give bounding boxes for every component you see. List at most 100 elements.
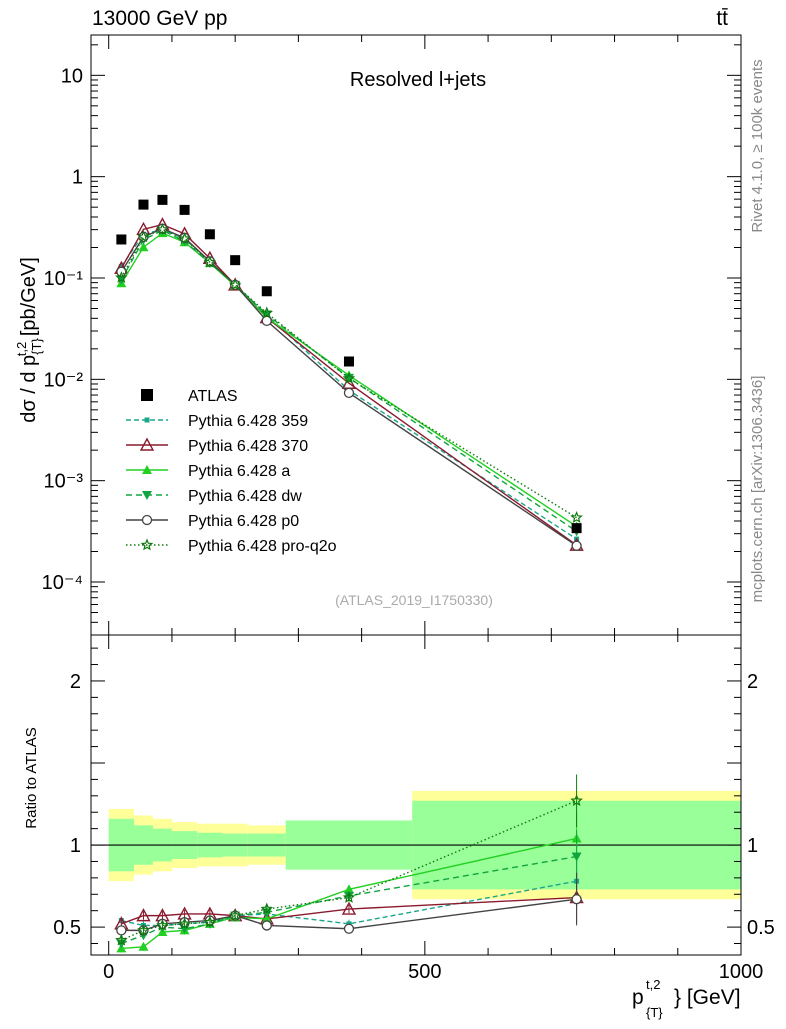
marker-square bbox=[138, 199, 149, 210]
marker-star bbox=[342, 371, 356, 384]
legend-entry: Pythia 6.428 370 bbox=[126, 437, 308, 455]
legend-label: Pythia 6.428 pro-q2o bbox=[188, 538, 337, 555]
x-tick-label: 500 bbox=[408, 961, 441, 983]
marker-star bbox=[228, 909, 242, 921]
energy-label: 13000 GeV pp bbox=[92, 7, 227, 30]
marker-star bbox=[115, 933, 128, 946]
marker-square bbox=[116, 234, 127, 245]
ratio-y-axis-label: Ratio to ATLAS bbox=[23, 727, 40, 828]
legend-entry: ATLAS bbox=[141, 388, 238, 405]
marker-star bbox=[178, 917, 191, 930]
marker-star bbox=[156, 222, 169, 235]
marker-circle bbox=[116, 925, 127, 936]
marker-triangle bbox=[341, 901, 357, 915]
main-y-tick-label: 10⁻⁴ bbox=[42, 572, 83, 594]
marker-triangle bbox=[136, 908, 151, 922]
marker-star bbox=[570, 511, 583, 523]
ratio-panel-frame bbox=[90, 634, 742, 956]
series-pythia-6-428-pro-q2o bbox=[115, 222, 583, 946]
svg-text:} [GeV]: } [GeV] bbox=[674, 986, 741, 1009]
marker-star bbox=[137, 923, 150, 936]
marker-star bbox=[140, 538, 154, 551]
legend-label: ATLAS bbox=[188, 388, 238, 405]
marker-triangle bbox=[138, 242, 149, 252]
analysis-id-label: (ATLAS_2019_I1750330) bbox=[335, 592, 493, 608]
marker-triangle bbox=[139, 437, 155, 451]
main-y-tick-label: 10⁻³ bbox=[44, 471, 84, 493]
marker-circle bbox=[343, 387, 355, 399]
ratio-y-tick-label: 2 bbox=[70, 671, 81, 693]
series-line-ratio bbox=[121, 800, 577, 941]
marker-circle bbox=[141, 514, 153, 526]
legend-label: Pythia 6.428 a bbox=[188, 463, 290, 480]
ratio-y-tick-label-right: 0.5 bbox=[747, 917, 775, 939]
main-y-tick-label: 10 bbox=[61, 65, 83, 87]
marker-star bbox=[115, 271, 128, 283]
marker-triangle-down bbox=[142, 491, 152, 500]
marker-triangle bbox=[343, 884, 354, 894]
series-atlas bbox=[116, 194, 582, 534]
legend-label: Pythia 6.428 p0 bbox=[188, 513, 299, 530]
legend-entry: Pythia 6.428 a bbox=[126, 463, 290, 480]
marker-triangle bbox=[261, 913, 272, 923]
marker-star bbox=[137, 230, 150, 243]
mcplots-label: mcplots.cern.ch [arXiv:1306.3436] bbox=[749, 376, 766, 603]
marker-square bbox=[204, 229, 215, 240]
marker-square bbox=[571, 523, 582, 534]
marker-star bbox=[260, 902, 273, 915]
marker-star bbox=[342, 891, 356, 903]
marker-star bbox=[570, 794, 583, 807]
x-tick-label: 1000 bbox=[719, 961, 764, 983]
main-y-axis-label: dσ / d p{T}t,2 [pb/GeV] bbox=[14, 257, 44, 423]
marker-square bbox=[261, 286, 272, 297]
marker-star bbox=[260, 306, 273, 319]
marker-square bbox=[230, 255, 241, 266]
ratio-y-tick-label-right: 2 bbox=[747, 671, 758, 693]
chart-title: Resolved l+jets bbox=[350, 69, 486, 91]
legend-label: Pythia 6.428 dw bbox=[188, 488, 302, 505]
marker-circle bbox=[261, 315, 272, 327]
marker-star bbox=[203, 915, 217, 928]
ratio-y-tick-label: 1 bbox=[70, 835, 81, 857]
legend-label: Pythia 6.428 359 bbox=[188, 413, 308, 430]
svg-text:{T}: {T} bbox=[646, 1005, 663, 1020]
marker-square bbox=[144, 417, 150, 423]
process-label: tt̄ bbox=[716, 7, 728, 30]
legend-entry: Pythia 6.428 p0 bbox=[126, 513, 299, 530]
marker-square bbox=[157, 194, 168, 205]
marker-square bbox=[179, 204, 190, 215]
marker-star bbox=[228, 278, 242, 291]
marker-star bbox=[178, 232, 191, 244]
main-y-tick-label: 10⁻² bbox=[44, 369, 84, 391]
x-tick-label: 0 bbox=[103, 961, 114, 983]
marker-circle bbox=[343, 923, 355, 934]
marker-star bbox=[203, 255, 217, 268]
legend-entry: Pythia 6.428 pro-q2o bbox=[126, 538, 337, 555]
legend-entry: Pythia 6.428 dw bbox=[126, 488, 302, 505]
ratio-y-tick-label-right: 1 bbox=[747, 835, 758, 857]
marker-circle bbox=[571, 540, 582, 551]
legend-label: Pythia 6.428 370 bbox=[188, 438, 308, 455]
svg-text:dσ / d p{T}t,2 [pb/GeV]: dσ / d p{T}t,2 [pb/GeV] bbox=[14, 257, 44, 423]
x-axis-label: p t,2 {T} } [GeV] bbox=[632, 977, 741, 1020]
marker-square bbox=[343, 356, 354, 367]
marker-triangle bbox=[142, 465, 152, 474]
series-line-main bbox=[120, 228, 577, 519]
svg-text:t,2: t,2 bbox=[646, 977, 660, 992]
marker-square bbox=[118, 264, 124, 270]
marker-triangle-down bbox=[571, 852, 582, 862]
main-y-tick-label: 1 bbox=[72, 167, 83, 189]
marker-triangle bbox=[138, 941, 149, 951]
main-y-tick-label: 10⁻¹ bbox=[44, 268, 84, 290]
marker-circle bbox=[571, 894, 582, 905]
marker-circle bbox=[261, 920, 272, 931]
rivet-label: Rivet 4.1.0, ≥ 100k events bbox=[749, 59, 766, 232]
ratio-y-tick-label: 0.5 bbox=[53, 917, 81, 939]
marker-star bbox=[156, 918, 169, 931]
svg-text:p: p bbox=[632, 986, 644, 1009]
marker-triangle-down bbox=[343, 373, 354, 383]
marker-square bbox=[141, 389, 153, 401]
legend-entry: Pythia 6.428 359 bbox=[126, 413, 308, 430]
